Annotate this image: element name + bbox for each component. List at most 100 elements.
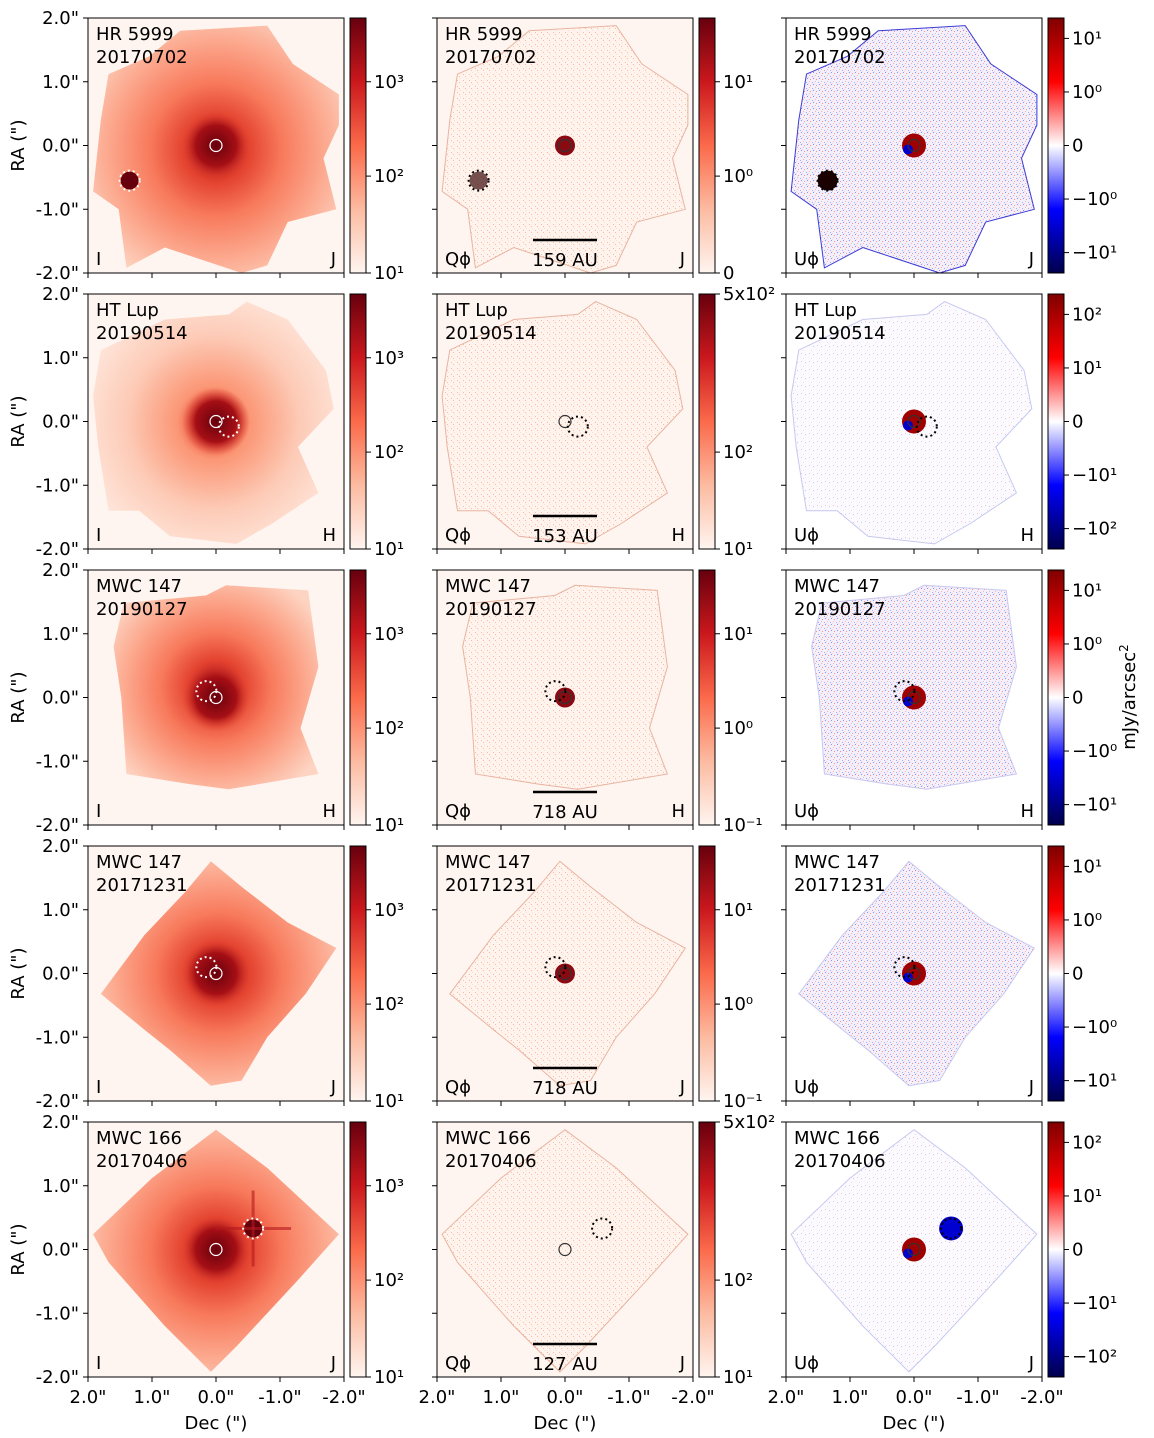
x-tick-label: -2.0" [671, 1387, 714, 1408]
colorbar-tick-label: 10¹ [1072, 856, 1102, 877]
companion-marker [467, 169, 490, 192]
colorbar-tick-label: 0 [1072, 1240, 1083, 1261]
target-name: MWC 147 [445, 576, 531, 597]
y-tick-label: -2.0" [36, 1367, 79, 1388]
x-tick-label: -1.0" [607, 1387, 650, 1408]
colorbar [698, 293, 716, 550]
star-core [182, 663, 250, 732]
colorbar-tick-label: 10¹ [374, 815, 404, 836]
target-name: HR 5999 [445, 24, 523, 45]
x-tick-label: 1.0" [134, 1387, 171, 1408]
stokes-label: I [96, 801, 101, 822]
stokes-label: Qϕ [445, 249, 471, 270]
y-tick-label: 2.0" [42, 560, 79, 581]
star-core [555, 687, 575, 708]
companion-marker [118, 169, 141, 192]
colorbar-tick-label: 10² [723, 442, 753, 463]
colorbar-tick-label: 10¹ [374, 1367, 404, 1388]
observation-date: 20171231 [96, 875, 188, 896]
y-tick-label: 2.0" [42, 8, 79, 29]
colorbar-tick-label: −10¹ [1072, 465, 1117, 486]
colorbar-tick-label: 10² [374, 166, 404, 187]
y-tick-label: 1.0" [42, 348, 79, 369]
observation-date: 20170406 [96, 1151, 188, 1172]
colorbar-tick-label: 10¹ [1072, 28, 1102, 49]
companion-marker [544, 680, 567, 703]
companion-blob [817, 170, 838, 191]
companion-marker [591, 1217, 614, 1240]
colorbar-unit-label: mJy/arcsec2 [1117, 644, 1140, 749]
colorbar-tick-label: −10¹ [1072, 795, 1117, 816]
colorbar-tick-label: 0 [1072, 688, 1083, 709]
target-name: MWC 166 [96, 1128, 182, 1149]
companion-marker [195, 680, 218, 703]
colorbar-tick-label: −10¹ [1072, 1071, 1117, 1092]
scale-bar-label: 159 AU [532, 250, 598, 271]
band-label: J [679, 1353, 685, 1374]
y-tick-label: -1.0" [36, 475, 79, 496]
star-core-neg [903, 420, 913, 431]
stokes-label: Qϕ [445, 525, 471, 546]
band-label: H [1020, 801, 1034, 822]
stokes-label: Qϕ [445, 1353, 471, 1374]
star-core [555, 135, 575, 156]
colorbar-tick-label: 10¹ [1072, 358, 1102, 379]
stokes-label: I [96, 1077, 101, 1098]
colorbar-tick-label: 10² [1072, 1132, 1102, 1153]
companion-marker [816, 169, 839, 192]
colorbar-tick-label: 10² [374, 1270, 404, 1291]
x-tick-label: 0.0" [896, 1387, 933, 1408]
observation-date: 20171231 [794, 875, 886, 896]
companion-marker [893, 680, 916, 703]
colorbar [349, 17, 367, 274]
x-tick-label: 0.0" [547, 1387, 584, 1408]
target-name: MWC 166 [794, 1128, 880, 1149]
stokes-label: Uϕ [794, 1353, 819, 1374]
y-tick-label: 0.0" [42, 1240, 79, 1261]
y-axis-label: RA (") [8, 947, 29, 999]
colorbar [1047, 845, 1065, 1102]
colorbar [698, 845, 716, 1102]
scale-bar-label: 153 AU [532, 526, 598, 547]
band-label: H [671, 801, 685, 822]
colorbar-tick-label: 0 [1072, 964, 1083, 985]
y-tick-label: 0.0" [42, 688, 79, 709]
colorbar-tick-label: −10² [1072, 1347, 1117, 1368]
target-name: MWC 166 [445, 1128, 531, 1149]
x-tick-label: 2.0" [768, 1387, 805, 1408]
observation-date: 20190514 [96, 323, 188, 344]
colorbar-tick-label: 10⁰ [723, 994, 753, 1015]
star-marker [209, 138, 223, 153]
y-tick-label: 1.0" [42, 72, 79, 93]
y-tick-label: -2.0" [36, 263, 79, 284]
y-tick-label: 0.0" [42, 136, 79, 157]
colorbar [1047, 569, 1065, 826]
colorbar-tick-label: 0 [1072, 136, 1083, 157]
footprint [441, 1129, 689, 1373]
colorbar-tick-label: 0 [1072, 412, 1083, 433]
colorbar-tick-label: 10¹ [374, 539, 404, 560]
target-name: MWC 147 [445, 852, 531, 873]
star-core-neg [903, 1248, 913, 1259]
target-name: MWC 147 [96, 852, 182, 873]
observation-date: 20170702 [445, 47, 537, 68]
companion-marker [915, 415, 938, 438]
colorbar [698, 1121, 716, 1378]
footprint [462, 584, 669, 790]
y-tick-label: 2.0" [42, 836, 79, 857]
band-label: J [679, 249, 685, 270]
colorbar [1047, 1121, 1065, 1378]
colorbar-tick-label: 10² [1072, 304, 1102, 325]
colorbar-tick-label: 10⁰ [1072, 82, 1102, 103]
target-name: HR 5999 [96, 24, 174, 45]
colorbar-tick-label: −10⁰ [1072, 189, 1117, 210]
colorbar-tick-label: 10³ [374, 900, 404, 921]
companion-marker [940, 1217, 963, 1240]
